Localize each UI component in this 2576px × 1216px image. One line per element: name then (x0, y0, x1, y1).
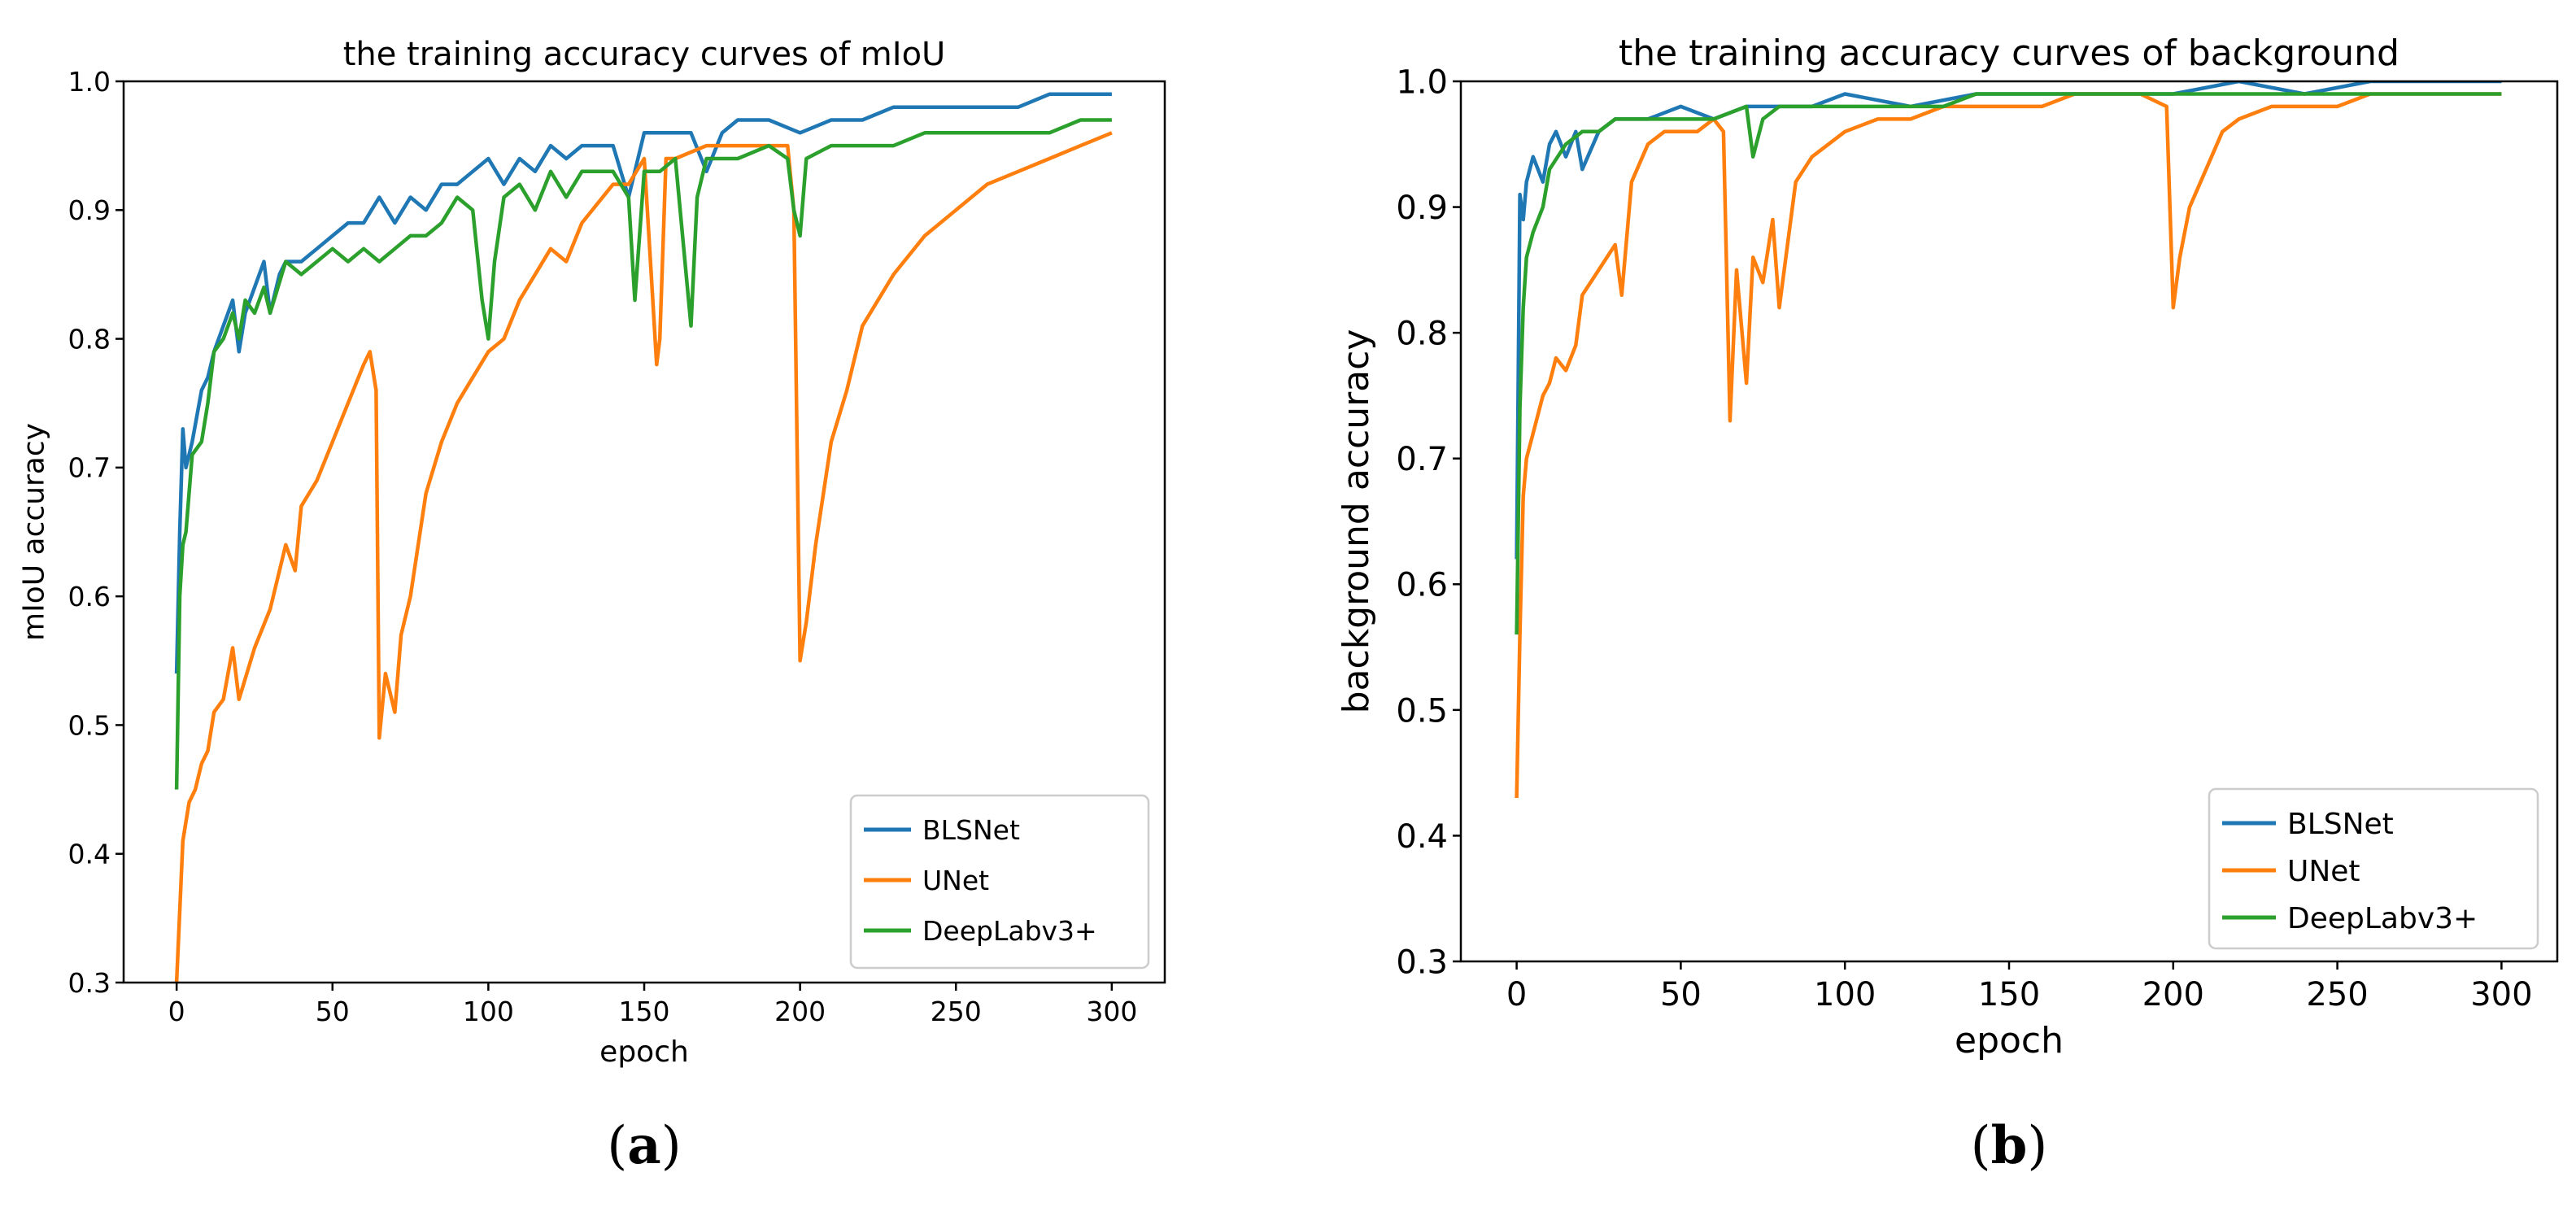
x-tick-label: 200 (774, 996, 826, 1027)
x-tick-label: 0 (1506, 976, 1527, 1013)
y-tick-label: 0.9 (1396, 190, 1448, 227)
y-tick-label: 0.9 (68, 194, 111, 226)
y-tick-label: 0.8 (68, 323, 111, 355)
legend: BLSNet UNet DeepLabv3+ (2208, 787, 2539, 950)
series-line-deeplabv3- (174, 118, 1112, 790)
x-tick-label: 200 (2142, 976, 2204, 1013)
y-tick-label: 0.7 (68, 452, 111, 484)
x-tick-label: 150 (619, 996, 670, 1027)
x-tick-label: 250 (931, 996, 982, 1027)
y-tick-label: 0.4 (1396, 818, 1448, 856)
legend: BLSNet UNet DeepLabv3+ (849, 794, 1150, 970)
legend-label-deeplabv3-: DeepLabv3+ (922, 915, 1097, 947)
y-tick-label: 0.7 (1396, 441, 1448, 478)
legend-label-unet: UNet (2287, 855, 2360, 888)
y-tick-label: 1.0 (68, 66, 111, 98)
x-tick-label: 50 (1660, 976, 1702, 1013)
y-tick-label: 0.5 (68, 709, 111, 741)
x-tick-label: 150 (1978, 976, 2040, 1013)
y-tick-label: 0.6 (1396, 567, 1448, 604)
y-axis-label: background accuracy (1336, 329, 1377, 714)
y-tick-label: 0.6 (68, 581, 111, 612)
legend-box (2208, 787, 2539, 950)
x-axis-label: epoch (599, 1035, 689, 1069)
x-tick-label: 100 (463, 996, 514, 1027)
y-tick-label: 0.4 (68, 839, 111, 870)
series-group (1515, 81, 2502, 799)
series-group (174, 92, 1113, 983)
x-tick-label: 0 (168, 996, 185, 1027)
legend-label-blsnet: BLSNet (922, 814, 1020, 846)
series-line-unet (174, 131, 1113, 983)
x-tick-label: 300 (1086, 996, 1137, 1027)
legend-label-deeplabv3-: DeepLabv3+ (2287, 902, 2478, 935)
panel-label: (a) (607, 1115, 681, 1176)
series-line-blsnet (1515, 81, 2502, 560)
x-axis-label: epoch (1955, 1020, 2064, 1061)
x-tick-label: 100 (1814, 976, 1876, 1013)
legend-box (849, 794, 1150, 970)
series-line-deeplabv3- (1515, 92, 2502, 635)
legend-label-unet: UNet (922, 865, 989, 896)
y-tick-label: 0.3 (68, 967, 111, 999)
legend-label-blsnet: BLSNet (2287, 808, 2394, 841)
y-axis-label: mIoU accuracy (17, 423, 50, 641)
y-tick-label: 0.8 (1396, 316, 1448, 353)
panel-label: (b) (1971, 1115, 2048, 1176)
y-tick-label: 1.0 (1396, 63, 1448, 101)
x-tick-label: 300 (2470, 976, 2532, 1013)
chart-panel-a: 0 50 100 150 200 250 300 0.3 0.4 0.5 0.6 0.7 0.8 0.9 1… (17, 36, 1166, 1176)
y-tick-label: 0.3 (1396, 944, 1448, 981)
x-tick-label: 250 (2306, 976, 2368, 1013)
chart-title: the training accuracy curves of backgrou… (1619, 33, 2399, 74)
y-tick-label: 0.5 (1396, 692, 1448, 730)
x-tick-label: 50 (316, 996, 350, 1027)
series-line-unet (1515, 92, 2502, 799)
chart-title: the training accuracy curves of mIoU (343, 36, 946, 73)
chart-panel-b: 0 50 100 150 200 250 300 0.3 0.4 0.5 0.6 0.7 0.8 0.9 1… (1336, 33, 2559, 1176)
